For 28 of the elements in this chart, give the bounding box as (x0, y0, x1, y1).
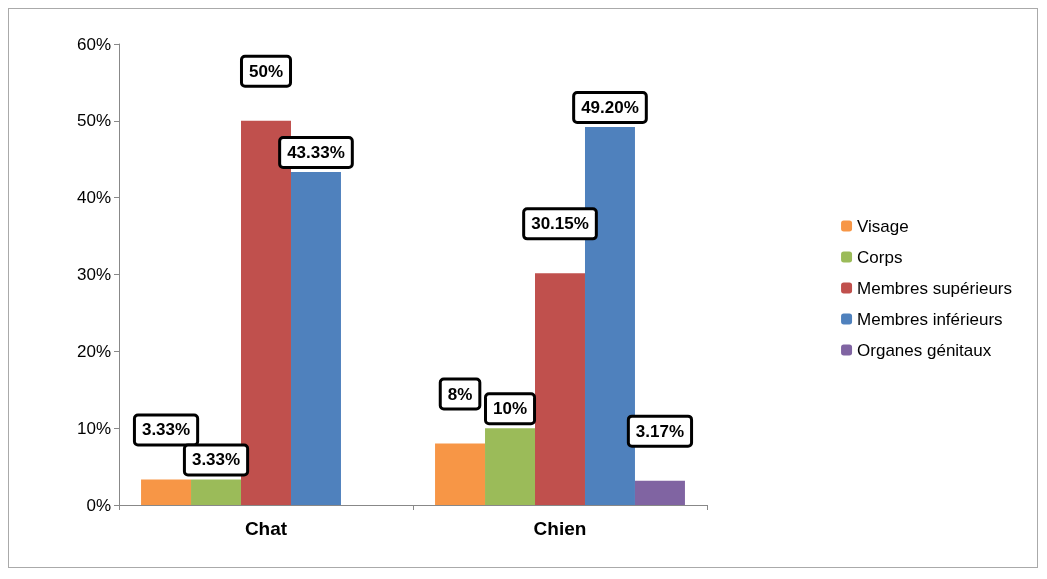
bar (141, 479, 192, 505)
x-tick-label: Chat (244, 518, 288, 539)
data-label: 10% (493, 399, 528, 419)
y-tick-label: 60% (76, 34, 111, 54)
data-label: 8% (447, 384, 473, 404)
legend-label: Visage (857, 216, 909, 236)
legend-label: Organes génitaux (857, 340, 992, 360)
data-label: 30.15% (531, 214, 589, 234)
legend-label: Membres inférieurs (857, 309, 1003, 329)
bar (535, 273, 585, 505)
y-tick-label: 10% (76, 418, 111, 438)
data-label: 50% (248, 61, 284, 81)
y-tick-label: 0% (86, 495, 111, 515)
legend-label: Corps (857, 247, 903, 267)
bar (634, 480, 685, 505)
data-label: 3.17% (635, 421, 685, 441)
data-label: 3.33% (141, 420, 191, 440)
data-label: 3.33% (191, 450, 241, 470)
x-tick-label: Chien (533, 518, 587, 539)
data-label: 49.20% (581, 97, 639, 117)
y-tick-label: 20% (76, 341, 111, 361)
y-tick-label: 30% (76, 265, 111, 284)
bar (290, 172, 341, 505)
y-tick-label: 50% (76, 111, 111, 131)
bar (435, 443, 486, 505)
y-tick-label: 40% (76, 188, 111, 208)
legend-label: Membres supérieurs (857, 278, 1013, 298)
data-label: 43.33% (287, 143, 345, 163)
